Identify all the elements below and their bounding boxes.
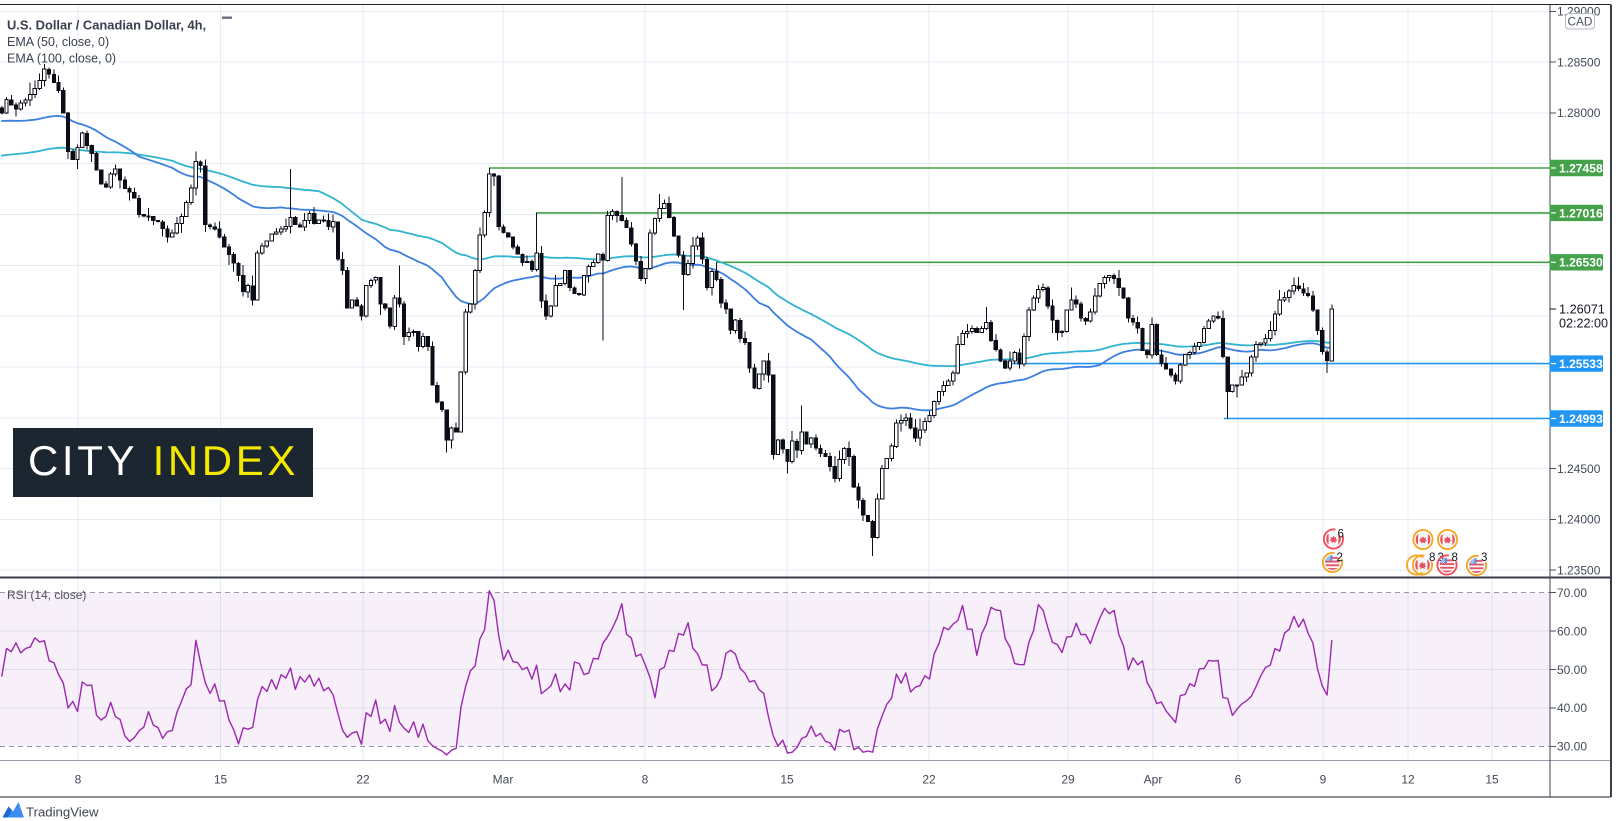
svg-text:15: 15 (780, 773, 794, 787)
svg-text:30.00: 30.00 (1557, 740, 1587, 754)
svg-text:6: 6 (1235, 773, 1242, 787)
svg-text:70.00: 70.00 (1557, 586, 1587, 600)
svg-text:U.S. Dollar / Canadian Dollar,: U.S. Dollar / Canadian Dollar, 4h, (7, 18, 206, 33)
svg-text:EMA (50, close, 0): EMA (50, close, 0) (7, 35, 109, 49)
svg-text:1.24000: 1.24000 (1557, 513, 1601, 527)
svg-text:EMA (100, close, 0): EMA (100, close, 0) (7, 52, 116, 66)
svg-text:22: 22 (922, 773, 936, 787)
svg-text:3: 3 (1481, 552, 1487, 564)
svg-text:50.00: 50.00 (1557, 663, 1587, 677)
svg-text:22: 22 (356, 773, 370, 787)
svg-text:9: 9 (1320, 773, 1327, 787)
svg-text:15: 15 (1485, 773, 1499, 787)
svg-text:1.27016: 1.27016 (1559, 206, 1603, 220)
svg-text:1.24500: 1.24500 (1557, 462, 1601, 476)
svg-text:8: 8 (75, 773, 82, 787)
svg-text:Mar: Mar (493, 773, 514, 787)
svg-text:8: 8 (642, 773, 649, 787)
svg-text:1.28000: 1.28000 (1557, 106, 1601, 120)
svg-text:1.26071: 1.26071 (1559, 302, 1605, 316)
svg-text:8: 8 (1452, 552, 1458, 564)
svg-text:60.00: 60.00 (1557, 624, 1587, 638)
svg-text:1.24993: 1.24993 (1559, 412, 1603, 426)
svg-text:2: 2 (1337, 552, 1343, 564)
svg-text:40.00: 40.00 (1557, 701, 1587, 715)
svg-text:Apr: Apr (1144, 773, 1163, 787)
svg-text:12: 12 (1401, 773, 1415, 787)
svg-text:1.23500: 1.23500 (1557, 564, 1601, 578)
svg-text:RSI (14, close): RSI (14, close) (7, 588, 86, 602)
svg-text:6: 6 (1338, 529, 1344, 541)
svg-text:15: 15 (214, 773, 228, 787)
svg-text:1.27458: 1.27458 (1559, 161, 1603, 175)
svg-text:TradingView: TradingView (26, 805, 99, 820)
svg-text:1.28500: 1.28500 (1557, 55, 1601, 69)
svg-text:CITY INDEX: CITY INDEX (28, 437, 299, 484)
svg-text:1.25533: 1.25533 (1559, 357, 1603, 371)
svg-text:1.26530: 1.26530 (1559, 256, 1603, 270)
svg-text:CAD: CAD (1568, 15, 1593, 29)
svg-text:8: 8 (1429, 552, 1435, 564)
svg-text:29: 29 (1061, 773, 1075, 787)
svg-text:02:22:00: 02:22:00 (1559, 316, 1608, 330)
